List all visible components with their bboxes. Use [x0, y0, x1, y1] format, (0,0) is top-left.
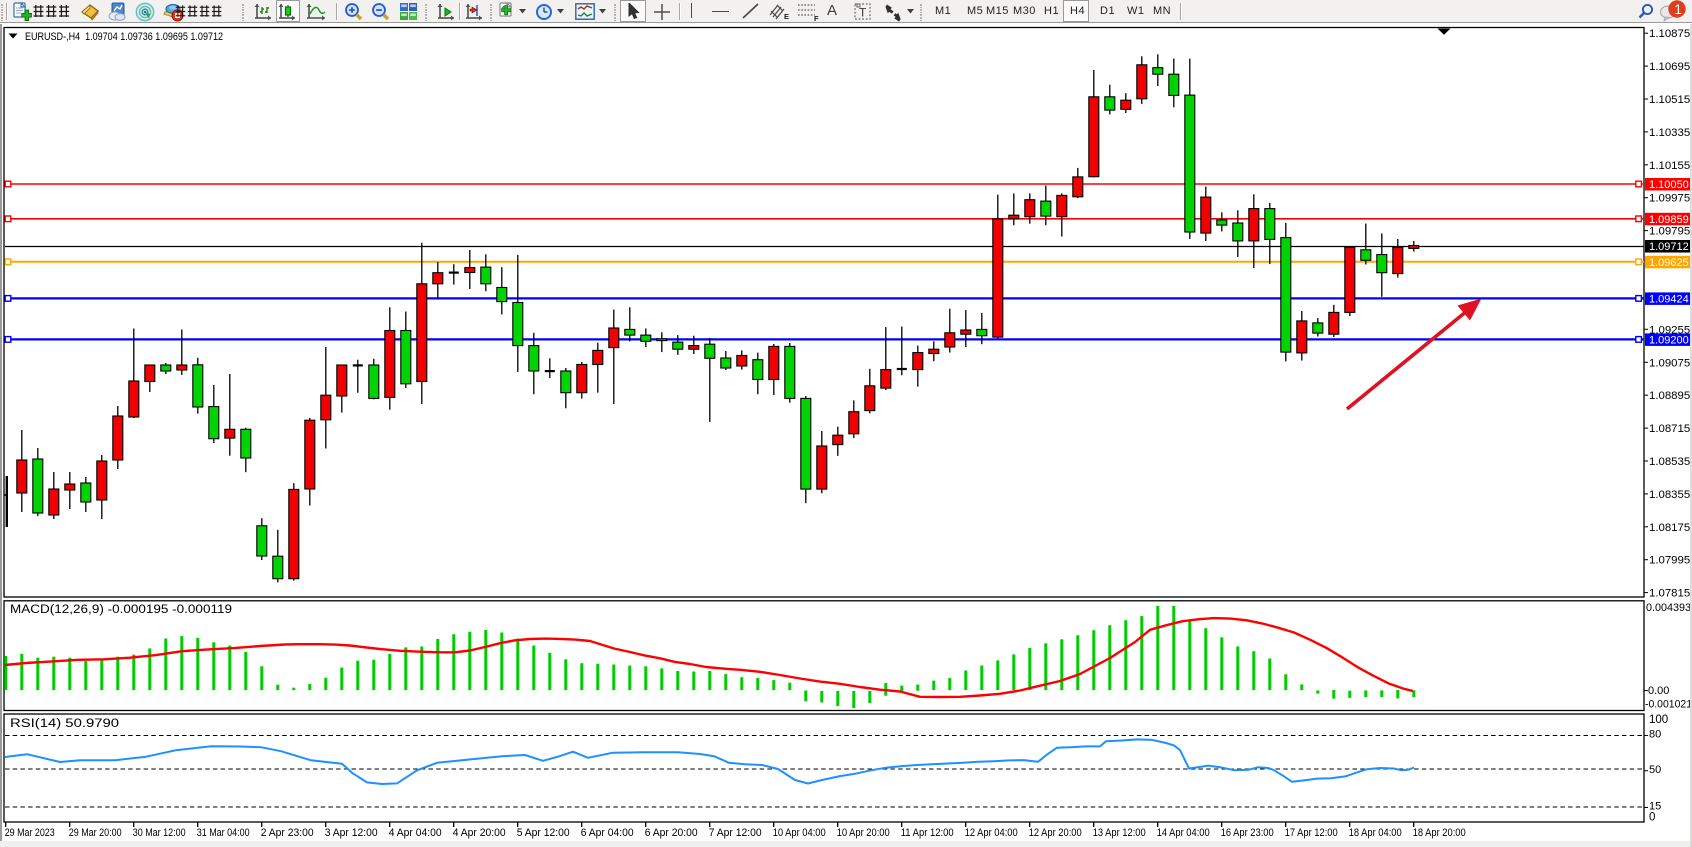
- svg-text:0.004393: 0.004393: [1646, 602, 1691, 614]
- svg-text:14 Apr 04:00: 14 Apr 04:00: [1157, 827, 1210, 839]
- svg-text:EURUSD-,H4 1.09704 1.09736 1.: EURUSD-,H4 1.09704 1.09736 1.09695 1.097…: [25, 31, 223, 43]
- svg-text:1.07995: 1.07995: [1649, 555, 1690, 567]
- svg-text:1.08355: 1.08355: [1649, 489, 1690, 501]
- svg-text:1.10155: 1.10155: [1649, 160, 1690, 172]
- svg-text:12 Apr 20:00: 12 Apr 20:00: [1029, 827, 1082, 839]
- svg-text:2 Apr 23:00: 2 Apr 23:00: [261, 827, 314, 839]
- svg-text:7 Apr 12:00: 7 Apr 12:00: [709, 827, 762, 839]
- svg-text:1.09712: 1.09712: [1649, 241, 1689, 253]
- svg-text:1.09795: 1.09795: [1649, 226, 1690, 238]
- svg-text:31 Mar 04:00: 31 Mar 04:00: [197, 827, 250, 839]
- svg-text:F: F: [814, 14, 819, 22]
- svg-text:1.08715: 1.08715: [1649, 423, 1690, 435]
- svg-text:80: 80: [1649, 729, 1661, 741]
- svg-text:1.10050: 1.10050: [1649, 179, 1689, 191]
- svg-text:6 Apr 04:00: 6 Apr 04:00: [581, 827, 634, 839]
- svg-text:MACD(12,26,9) -0.000195 -0.000: MACD(12,26,9) -0.000195 -0.000119: [10, 602, 232, 616]
- svg-text:1.08895: 1.08895: [1649, 390, 1690, 402]
- svg-text:1.09255: 1.09255: [1649, 324, 1690, 336]
- svg-text:1.08175: 1.08175: [1649, 522, 1690, 534]
- svg-text:1.09625: 1.09625: [1649, 257, 1689, 269]
- svg-text:17 Apr 12:00: 17 Apr 12:00: [1285, 827, 1338, 839]
- svg-text:1.10875: 1.10875: [1649, 28, 1690, 40]
- svg-text:29 Mar 2023: 29 Mar 2023: [5, 827, 55, 839]
- svg-text:1.10335: 1.10335: [1649, 127, 1690, 139]
- svg-text:1.09859: 1.09859: [1649, 214, 1689, 226]
- svg-text:1.08535: 1.08535: [1649, 456, 1690, 468]
- svg-text:1.10695: 1.10695: [1649, 61, 1690, 73]
- svg-text:1.09200: 1.09200: [1649, 335, 1689, 347]
- svg-text:30 Mar 12:00: 30 Mar 12:00: [133, 827, 186, 839]
- svg-text:15: 15: [1649, 801, 1661, 813]
- svg-text:16 Apr 23:00: 16 Apr 23:00: [1221, 827, 1274, 839]
- svg-text:1.09424: 1.09424: [1649, 294, 1689, 306]
- svg-text:18 Apr 04:00: 18 Apr 04:00: [1349, 827, 1402, 839]
- svg-text:1: 1: [1674, 1, 1682, 17]
- svg-text:1.07815: 1.07815: [1649, 588, 1690, 600]
- svg-text:13 Apr 12:00: 13 Apr 12:00: [1093, 827, 1146, 839]
- svg-text:E: E: [784, 12, 789, 21]
- svg-text:6 Apr 20:00: 6 Apr 20:00: [645, 827, 698, 839]
- svg-text:1.09975: 1.09975: [1649, 193, 1690, 205]
- svg-text:100: 100: [1649, 714, 1668, 726]
- svg-text:0.00: 0.00: [1648, 685, 1669, 697]
- svg-text:-0.001021: -0.001021: [1645, 699, 1692, 711]
- svg-text:11 Apr 12:00: 11 Apr 12:00: [901, 827, 954, 839]
- svg-text:10 Apr 20:00: 10 Apr 20:00: [837, 827, 890, 839]
- svg-text:4 Apr 04:00: 4 Apr 04:00: [389, 827, 442, 839]
- svg-text:1.09075: 1.09075: [1649, 357, 1690, 369]
- svg-text:4 Apr 20:00: 4 Apr 20:00: [453, 827, 506, 839]
- svg-text:0: 0: [1649, 812, 1655, 824]
- svg-text:T: T: [859, 6, 867, 20]
- svg-text:RSI(14) 50.9790: RSI(14) 50.9790: [10, 716, 119, 730]
- svg-text:1.10515: 1.10515: [1649, 94, 1690, 106]
- svg-text:18 Apr 20:00: 18 Apr 20:00: [1413, 827, 1466, 839]
- svg-text:3 Apr 12:00: 3 Apr 12:00: [325, 827, 378, 839]
- svg-text:10 Apr 04:00: 10 Apr 04:00: [773, 827, 826, 839]
- svg-text:5 Apr 12:00: 5 Apr 12:00: [517, 827, 570, 839]
- svg-text:29 Mar 20:00: 29 Mar 20:00: [69, 827, 122, 839]
- svg-text:50: 50: [1649, 764, 1661, 776]
- svg-text:12 Apr 04:00: 12 Apr 04:00: [965, 827, 1018, 839]
